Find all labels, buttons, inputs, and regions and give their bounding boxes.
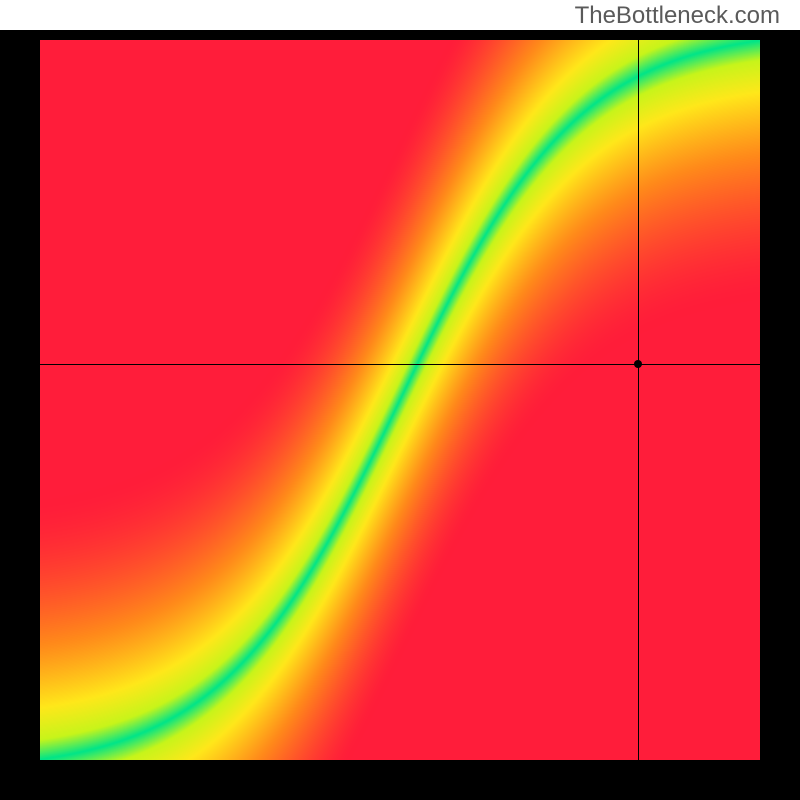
crosshair-vertical bbox=[638, 40, 639, 760]
heatmap-canvas bbox=[40, 40, 760, 760]
crosshair-horizontal bbox=[40, 364, 760, 365]
watermark: TheBottleneck.com bbox=[575, 2, 780, 30]
heatmap-area bbox=[40, 40, 760, 760]
crosshair-marker bbox=[634, 360, 642, 368]
plot-frame bbox=[0, 30, 800, 800]
